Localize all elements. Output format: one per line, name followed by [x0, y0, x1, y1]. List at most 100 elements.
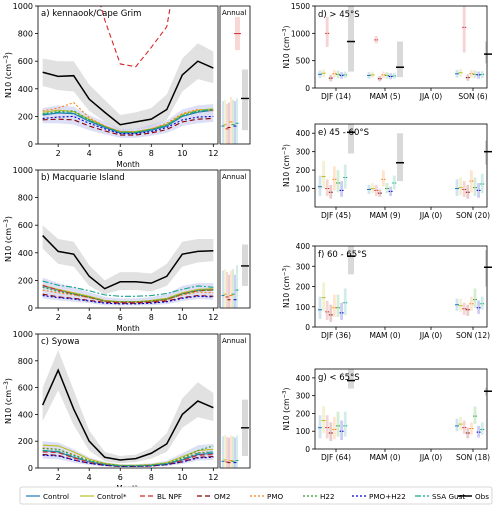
season-label: SON (12): [456, 331, 490, 340]
x-tick-label: 6: [118, 149, 123, 158]
y-tick-label: 100: [296, 303, 311, 312]
model-range-bar: [382, 71, 385, 79]
season-label: SON (18): [456, 453, 490, 462]
model-range-bar: [462, 6, 466, 53]
model-range-bar: [385, 183, 389, 194]
plot-frame: [314, 123, 488, 208]
x-tick-label: 10: [177, 473, 187, 482]
legend: Control Control* BL NPF OM2 PMO H22 PMO+H22 SSA…: [19, 486, 493, 505]
model-range-bar: [343, 71, 347, 79]
y-tick-label: 400: [296, 374, 311, 383]
obs-range-band: [42, 225, 214, 295]
y-tick-label: 800: [18, 30, 33, 39]
obs-line: [42, 235, 214, 290]
legend-label: SSA Gust: [432, 492, 465, 501]
y-tick-label: 300: [296, 262, 311, 271]
series-line-om2: [42, 293, 214, 304]
model-range-bar: [374, 184, 378, 196]
obs-range-bar: [397, 133, 403, 182]
model-range-bar: [318, 296, 322, 319]
obs-line: [41, 368, 214, 461]
model-range-bar: [455, 179, 459, 196]
model-range-bar: [378, 75, 382, 82]
legend-label: H22: [320, 492, 335, 501]
annual-label: Annual: [222, 9, 246, 17]
model-range-bar: [336, 170, 340, 193]
model-range-bar: [336, 411, 340, 437]
plot-frame: [314, 368, 488, 450]
y-axis-label: N10 (cm−3): [3, 216, 13, 262]
model-range-bar: [470, 296, 473, 311]
x-tick-label: 2: [56, 149, 61, 158]
model-range-bar: [325, 415, 329, 439]
obs-range-bar: [348, 369, 354, 389]
y-tick-label: 0: [28, 304, 33, 313]
model-range-bar: [473, 70, 477, 79]
model-range-bar: [477, 183, 480, 198]
season-label: SON (20): [456, 211, 490, 220]
model-spread-band: [42, 103, 214, 138]
legend-label: PMO: [267, 492, 284, 501]
panel-title: c) Syowa: [41, 337, 79, 347]
season-label: DJF (64): [321, 453, 351, 462]
y-axis-label: N10 (cm−3): [282, 25, 291, 68]
series-line-pmo: [42, 101, 214, 133]
model-range-bar: [480, 422, 484, 435]
model-range-bar: [466, 304, 470, 316]
plot-frame: [314, 5, 488, 89]
model-range-bar: [462, 181, 466, 197]
y-tick-label: 200: [18, 276, 33, 285]
model-range-bar: [389, 73, 392, 80]
model-range-bar: [378, 189, 382, 197]
model-range-bar: [462, 420, 466, 434]
y-tick-label: 200: [18, 112, 33, 121]
annual-frame: [219, 169, 251, 309]
obs-range-bar: [485, 140, 487, 165]
y-axis-label: N10 (cm−3): [282, 387, 291, 430]
legend-label: Control*: [97, 492, 127, 501]
model-range-bar: [480, 173, 484, 194]
model-range-bar: [462, 302, 466, 315]
model-range-bar: [333, 294, 336, 317]
legend-label: Obs: [475, 492, 489, 501]
model-range-bar: [382, 170, 385, 187]
season-label: MAM (0): [369, 331, 400, 340]
y-tick-label: 100: [296, 185, 311, 194]
x-tick-label: 12: [208, 473, 218, 482]
model-range-bar: [459, 298, 462, 312]
series-line-bl-npf: [42, 451, 214, 467]
season-label: DJF (36): [321, 331, 351, 340]
left-panel-1: 0 200 400 600 800 1000 2 4 6 8 10 12 Month a) kennaoo…: [13, 2, 251, 169]
model-range-bar: [473, 288, 477, 308]
x-tick-label: 2: [56, 473, 61, 482]
y-tick-label: 1000: [291, 29, 310, 38]
y-tick-label: 300: [296, 148, 311, 157]
panel-title: f) 60 - 65°S: [318, 250, 367, 260]
y-tick-label: 200: [18, 437, 33, 446]
model-range-bar: [329, 184, 333, 199]
panel-title: a) kennaook/Cape Grim: [41, 9, 141, 19]
right-panel-4: DJF (64) MAM (0) JJA (0) SON (18) 0 100 200 300…: [296, 368, 492, 462]
plot-frame: [37, 169, 219, 309]
y-tick-label: 400: [18, 249, 33, 258]
season-label: SON (6): [458, 92, 487, 101]
model-range-bar: [322, 282, 325, 311]
series-line-h22: [42, 286, 214, 303]
model-range-bar: [389, 186, 392, 196]
series-line-pmo: [42, 289, 214, 303]
x-tick-label: 4: [87, 313, 92, 322]
panel-title: e) 45 - 60°S: [318, 128, 369, 138]
legend-label: BL NPF: [157, 492, 182, 501]
x-tick-label: 2: [56, 313, 61, 322]
model-range-bar: [466, 74, 470, 81]
y-tick-label: 300: [296, 392, 311, 401]
y-tick-label: 1000: [13, 2, 33, 11]
x-tick-label: 8: [149, 313, 154, 322]
obs-range-band: [42, 43, 214, 132]
x-tick-label: 8: [149, 149, 154, 158]
model-range-bar: [470, 69, 473, 78]
left-panel-2: 0 200 400 600 800 1000 2 4 6 8 10 12 Month b) Macquar…: [13, 166, 251, 333]
y-axis-label: N10 (cm−3): [282, 265, 291, 308]
season-label: DJF (45): [321, 211, 351, 220]
